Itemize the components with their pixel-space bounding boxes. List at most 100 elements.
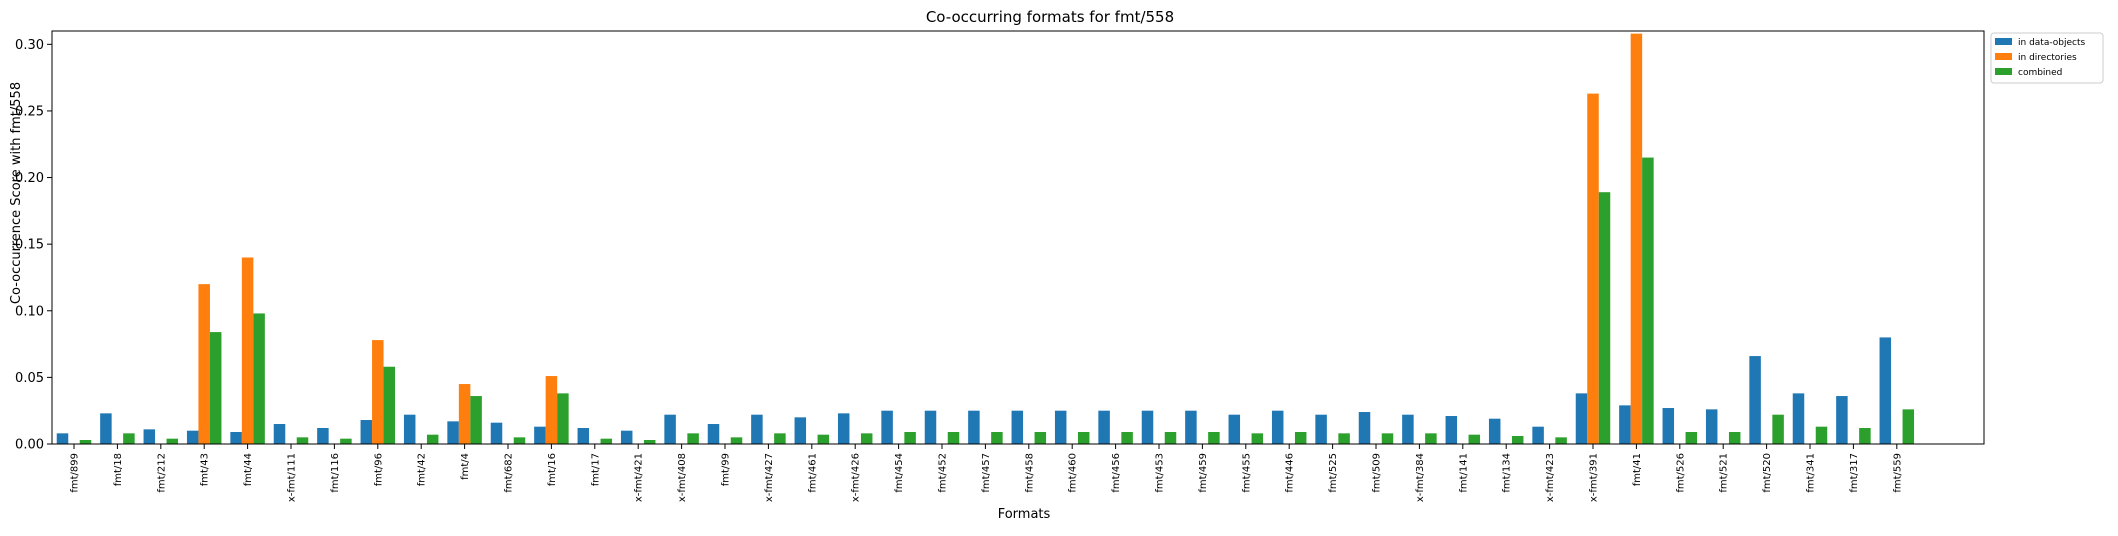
x-tick-label: fmt/525: [1328, 453, 1339, 493]
bar-combined: [1121, 432, 1133, 444]
bar-data-objects: [186, 430, 199, 444]
x-tick-label: fmt/559: [1892, 453, 1903, 493]
legend-swatch: [1995, 53, 2012, 60]
bar-data-objects: [1185, 410, 1197, 444]
bar-data-objects: [1488, 418, 1501, 444]
bar-combined: [1815, 426, 1828, 444]
bar-data-objects: [1532, 426, 1544, 444]
bar-directories: [458, 384, 471, 444]
x-tick-label: fmt/99: [721, 453, 732, 486]
bar-data-objects: [317, 428, 329, 444]
bar-combined: [1251, 433, 1264, 444]
x-tick-label: fmt/43: [200, 453, 211, 486]
bar-data-objects: [1575, 393, 1588, 444]
x-tick-label: fmt/16: [547, 453, 558, 486]
bar-data-objects: [1705, 409, 1718, 444]
bar-combined: [513, 437, 526, 444]
legend-label: combined: [2018, 68, 2062, 78]
bar-data-objects: [577, 428, 590, 444]
y-tick-label: 0.00: [15, 438, 44, 453]
bar-data-objects: [403, 414, 416, 444]
bar-combined: [1772, 414, 1784, 444]
x-tick-label: fmt/212: [156, 453, 167, 493]
bar-combined: [79, 440, 92, 444]
x-tick-label: fmt/459: [1198, 453, 1209, 493]
bar-data-objects: [490, 422, 503, 444]
x-tick-label: fmt/454: [894, 453, 905, 493]
chart-title: Co-occurring formats for fmt/558: [926, 8, 1174, 26]
x-axis-label: Formats: [998, 507, 1051, 522]
bar-directories: [241, 257, 254, 444]
bar-combined: [817, 434, 830, 444]
x-tick-label: fmt/453: [1155, 453, 1166, 493]
bar-directories: [198, 284, 210, 444]
bar-combined: [1728, 432, 1741, 444]
bar-data-objects: [1836, 396, 1848, 444]
plot-frame: [51, 30, 1985, 445]
bar-data-objects: [1054, 410, 1067, 444]
bar-combined: [557, 393, 569, 444]
bar-combined: [687, 433, 699, 444]
x-tick-label: x-fmt/423: [1545, 453, 1556, 502]
bar-directories: [545, 376, 558, 444]
bar-combined: [904, 432, 916, 444]
bar-data-objects: [1662, 408, 1675, 444]
bar-combined: [1511, 436, 1524, 444]
bar-combined: [1468, 434, 1481, 444]
bar-combined: [340, 438, 352, 444]
bar-data-objects: [751, 414, 763, 444]
bar-data-objects: [1271, 410, 1284, 444]
bar-combined: [470, 396, 482, 444]
bar-data-objects: [924, 410, 937, 444]
bar-combined: [1685, 432, 1698, 444]
y-tick-label: 0.15: [15, 238, 44, 253]
x-tick-label: fmt/42: [417, 453, 428, 486]
bar-data-objects: [1141, 410, 1154, 444]
bar-combined: [1555, 437, 1567, 444]
legend-swatch: [1995, 38, 2012, 45]
bar-combined: [1598, 192, 1611, 444]
x-tick-label: fmt/455: [1241, 453, 1252, 493]
legend-label: in directories: [2018, 53, 2077, 63]
x-tick-label: fmt/41: [1632, 453, 1643, 486]
bar-combined: [1425, 433, 1437, 444]
bar-combined: [296, 437, 309, 444]
bar-combined: [1034, 432, 1047, 444]
bar-combined: [1859, 428, 1871, 444]
bar-data-objects: [100, 413, 112, 444]
bar-combined: [1077, 432, 1090, 444]
x-tick-label: fmt/116: [330, 453, 341, 493]
bar-combined: [643, 440, 656, 444]
legend: in data-objects in directories combined: [1990, 32, 2104, 84]
bar-combined: [1208, 432, 1220, 444]
bar-directories: [372, 340, 384, 444]
bar-data-objects: [1011, 410, 1024, 444]
bar-combined: [1164, 432, 1177, 444]
bar-combined: [166, 438, 179, 444]
bar-directories: [1630, 33, 1643, 444]
x-tick-label: fmt/458: [1024, 453, 1035, 493]
bar-data-objects: [1749, 356, 1761, 444]
bar-data-objects: [794, 417, 807, 444]
x-tick-label: fmt/899: [70, 453, 81, 493]
bar-combined: [123, 433, 135, 444]
bar-data-objects: [534, 426, 546, 444]
x-tick-label: fmt/18: [113, 453, 124, 486]
x-tick-label: fmt/460: [1068, 453, 1079, 493]
x-tick-label: x-fmt/384: [1415, 453, 1426, 502]
bar-data-objects: [1792, 393, 1805, 444]
x-tick-label: fmt/509: [1372, 453, 1383, 493]
bar-data-objects: [1315, 414, 1327, 444]
x-tick-label: x-fmt/427: [764, 453, 775, 502]
bar-combined: [1338, 433, 1350, 444]
y-tick-label: 0.25: [15, 104, 44, 119]
bar-data-objects: [360, 420, 373, 444]
bar-data-objects: [1358, 412, 1371, 444]
bar-data-objects: [620, 430, 633, 444]
bar-data-objects: [881, 410, 893, 444]
x-tick-label: x-fmt/426: [851, 453, 862, 502]
bar-data-objects: [664, 414, 676, 444]
bar-data-objects: [707, 424, 720, 444]
x-tick-label: fmt/461: [807, 453, 818, 493]
